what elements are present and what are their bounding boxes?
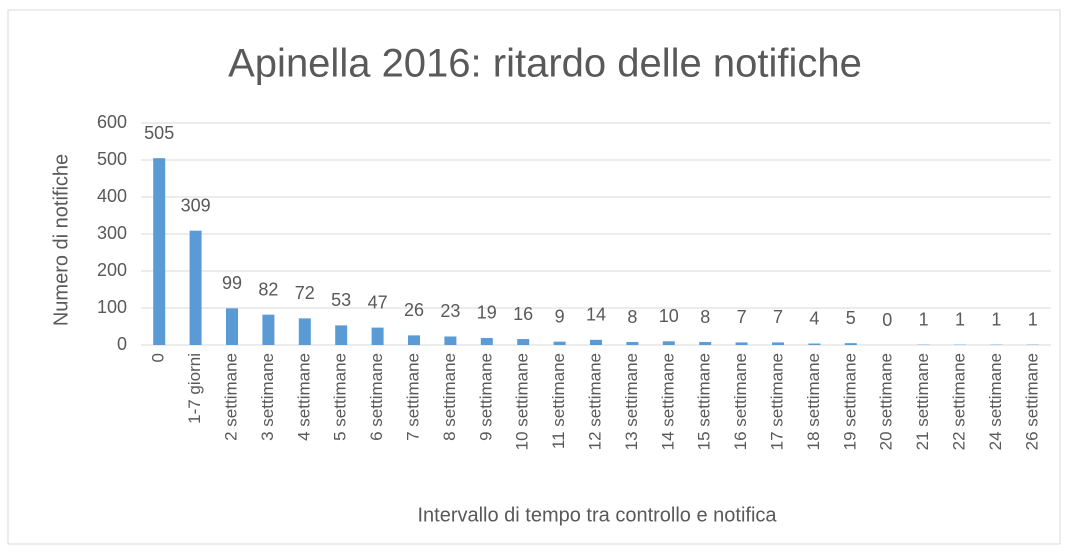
value-label: 10 xyxy=(659,306,679,326)
value-label: 16 xyxy=(513,304,533,324)
x-tick-label: 16 settimane xyxy=(731,353,750,450)
value-label: 8 xyxy=(627,307,637,327)
value-label: 309 xyxy=(181,195,211,215)
y-axis-title: Numero di notifiche xyxy=(50,154,72,326)
bar xyxy=(298,318,311,345)
x-tick-label: 15 settimane xyxy=(695,353,714,450)
x-tick-label: 13 settimane xyxy=(622,353,641,450)
x-tick-label: 4 settimane xyxy=(294,353,313,441)
value-label: 23 xyxy=(440,301,460,321)
bar xyxy=(189,230,202,345)
bar xyxy=(735,342,748,345)
bar xyxy=(590,339,602,345)
y-tick-label: 600 xyxy=(97,112,127,132)
x-tick-label: 12 settimane xyxy=(585,353,604,450)
x-tick-label: 19 settimane xyxy=(840,353,859,450)
bar xyxy=(153,158,166,345)
x-tick-label: 7 settimane xyxy=(403,353,422,441)
bar xyxy=(517,339,530,345)
bar xyxy=(480,337,493,345)
x-tick-label: 26 settimane xyxy=(1022,353,1041,450)
value-label: 1 xyxy=(1028,309,1038,329)
value-label: 0 xyxy=(882,310,892,330)
value-label: 26 xyxy=(404,300,424,320)
x-tick-label: 5 settimane xyxy=(331,353,350,441)
value-label: 82 xyxy=(258,279,278,299)
x-tick-label: 14 settimane xyxy=(658,353,677,450)
bar xyxy=(444,336,457,345)
y-tick-label: 400 xyxy=(97,186,127,206)
value-label: 99 xyxy=(222,273,242,293)
x-tick-label: 0 xyxy=(149,353,168,362)
value-label: 505 xyxy=(144,123,174,143)
x-tick-label: 10 settimane xyxy=(513,353,532,450)
bar xyxy=(335,325,348,345)
x-tick-label: 24 settimane xyxy=(986,353,1005,450)
bar xyxy=(772,342,784,345)
value-label: 8 xyxy=(700,307,710,327)
bar xyxy=(553,341,566,345)
x-tick-label: 2 settimane xyxy=(221,353,240,441)
y-tick-label: 100 xyxy=(97,297,127,317)
value-label: 72 xyxy=(295,283,315,303)
chart-title: Apinella 2016: ritardo delle notifiche xyxy=(228,42,862,86)
value-label: 5 xyxy=(846,308,856,328)
x-tick-label: 17 settimane xyxy=(767,353,786,450)
x-tick-label: 20 settimane xyxy=(877,353,896,450)
value-label: 7 xyxy=(773,307,783,327)
y-tick-label: 0 xyxy=(117,334,127,354)
x-tick-label: 9 settimane xyxy=(476,353,495,441)
value-label: 19 xyxy=(477,303,497,323)
y-tick-label: 200 xyxy=(97,260,127,280)
value-label: 7 xyxy=(737,307,747,327)
bar xyxy=(226,308,238,345)
x-axis-title: Intervallo di tempo tra controllo e noti… xyxy=(417,504,777,526)
value-label: 14 xyxy=(586,305,606,325)
bar xyxy=(844,343,857,345)
bar xyxy=(699,342,712,345)
value-label: 9 xyxy=(555,306,565,326)
x-tick-label: 18 settimane xyxy=(804,353,823,450)
y-tick-label: 300 xyxy=(97,223,127,243)
bar xyxy=(262,314,275,345)
y-tick-label: 500 xyxy=(97,149,127,169)
x-tick-label: 6 settimane xyxy=(367,353,386,441)
x-tick-label: 22 settimane xyxy=(949,353,968,450)
x-tick-label: 8 settimane xyxy=(440,353,459,441)
value-label: 53 xyxy=(331,290,351,310)
value-label: 1 xyxy=(919,309,929,329)
bar xyxy=(626,342,639,345)
value-label: 4 xyxy=(809,308,819,328)
bar xyxy=(662,341,675,345)
bar xyxy=(808,343,821,345)
x-tick-label: 3 settimane xyxy=(258,353,277,441)
bar xyxy=(371,327,384,345)
x-tick-label: 1-7 giorni xyxy=(185,353,204,424)
x-tick-label: 21 settimane xyxy=(913,353,932,450)
value-label: 47 xyxy=(368,292,388,312)
value-label: 1 xyxy=(991,309,1001,329)
x-tick-label: 11 settimane xyxy=(549,353,568,449)
chart-frame xyxy=(7,9,1061,545)
value-label: 1 xyxy=(955,309,965,329)
bar xyxy=(408,335,420,345)
